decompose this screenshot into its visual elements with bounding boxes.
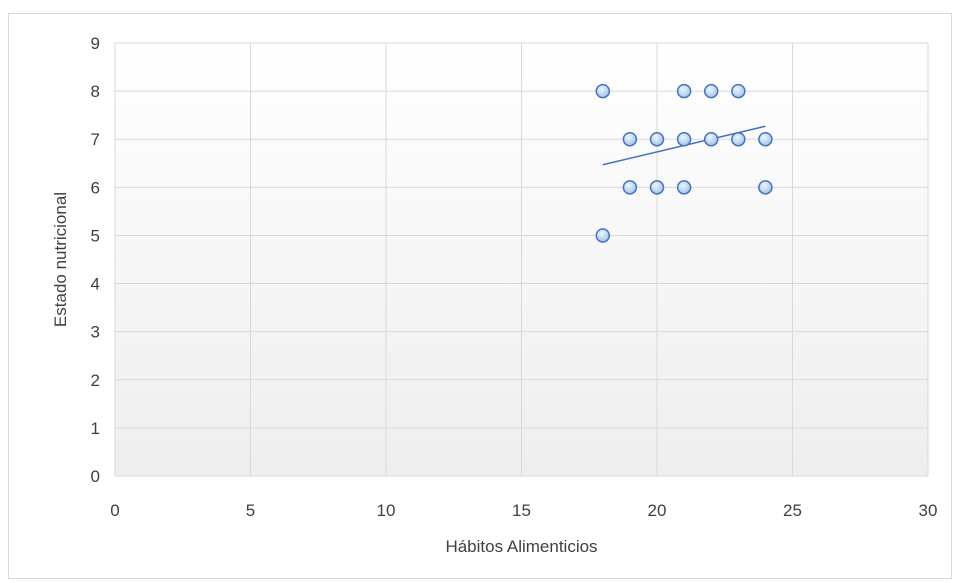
data-point [649,131,665,147]
data-point [758,131,773,147]
y-tick-label: 7 [91,130,100,149]
x-axis-label: Hábitos Alimenticios [445,537,597,556]
y-tick-label: 6 [91,178,100,197]
data-point [595,83,611,99]
chart-border [8,13,952,579]
y-tick-label: 2 [91,371,100,390]
y-tick-label: 3 [91,323,100,342]
y-tick-label: 1 [91,419,100,438]
x-tick-label: 25 [783,501,802,520]
x-tick-label: 0 [110,501,119,520]
data-point [703,83,719,99]
data-point [622,131,638,147]
y-tick-label: 5 [91,226,100,245]
x-tick-label: 10 [377,501,396,520]
x-tick-label: 20 [648,501,667,520]
y-tick-label: 8 [91,82,100,101]
data-point [649,180,665,195]
gridlines [114,42,929,477]
data-point [731,83,746,99]
data-point [595,228,611,243]
y-tick-label: 9 [91,34,100,53]
y-tick-label: 4 [91,275,100,294]
y-tick-label: 0 [91,467,100,486]
data-point [676,180,692,195]
data-point [676,83,692,99]
data-point [676,131,692,147]
data-point [703,131,719,147]
data-point [622,180,638,195]
data-point [758,180,773,195]
data-point [731,131,746,147]
x-tick-label: 15 [512,501,531,520]
x-tick-label: 30 [919,501,938,520]
data-points [595,83,773,243]
x-tick-labels: 0 5 10 15 20 25 30 [110,501,937,520]
y-axis-label: Estado nutricional [51,192,70,327]
y-tick-labels: 0 1 2 3 4 5 6 7 8 9 [91,34,100,486]
x-tick-label: 5 [246,501,255,520]
